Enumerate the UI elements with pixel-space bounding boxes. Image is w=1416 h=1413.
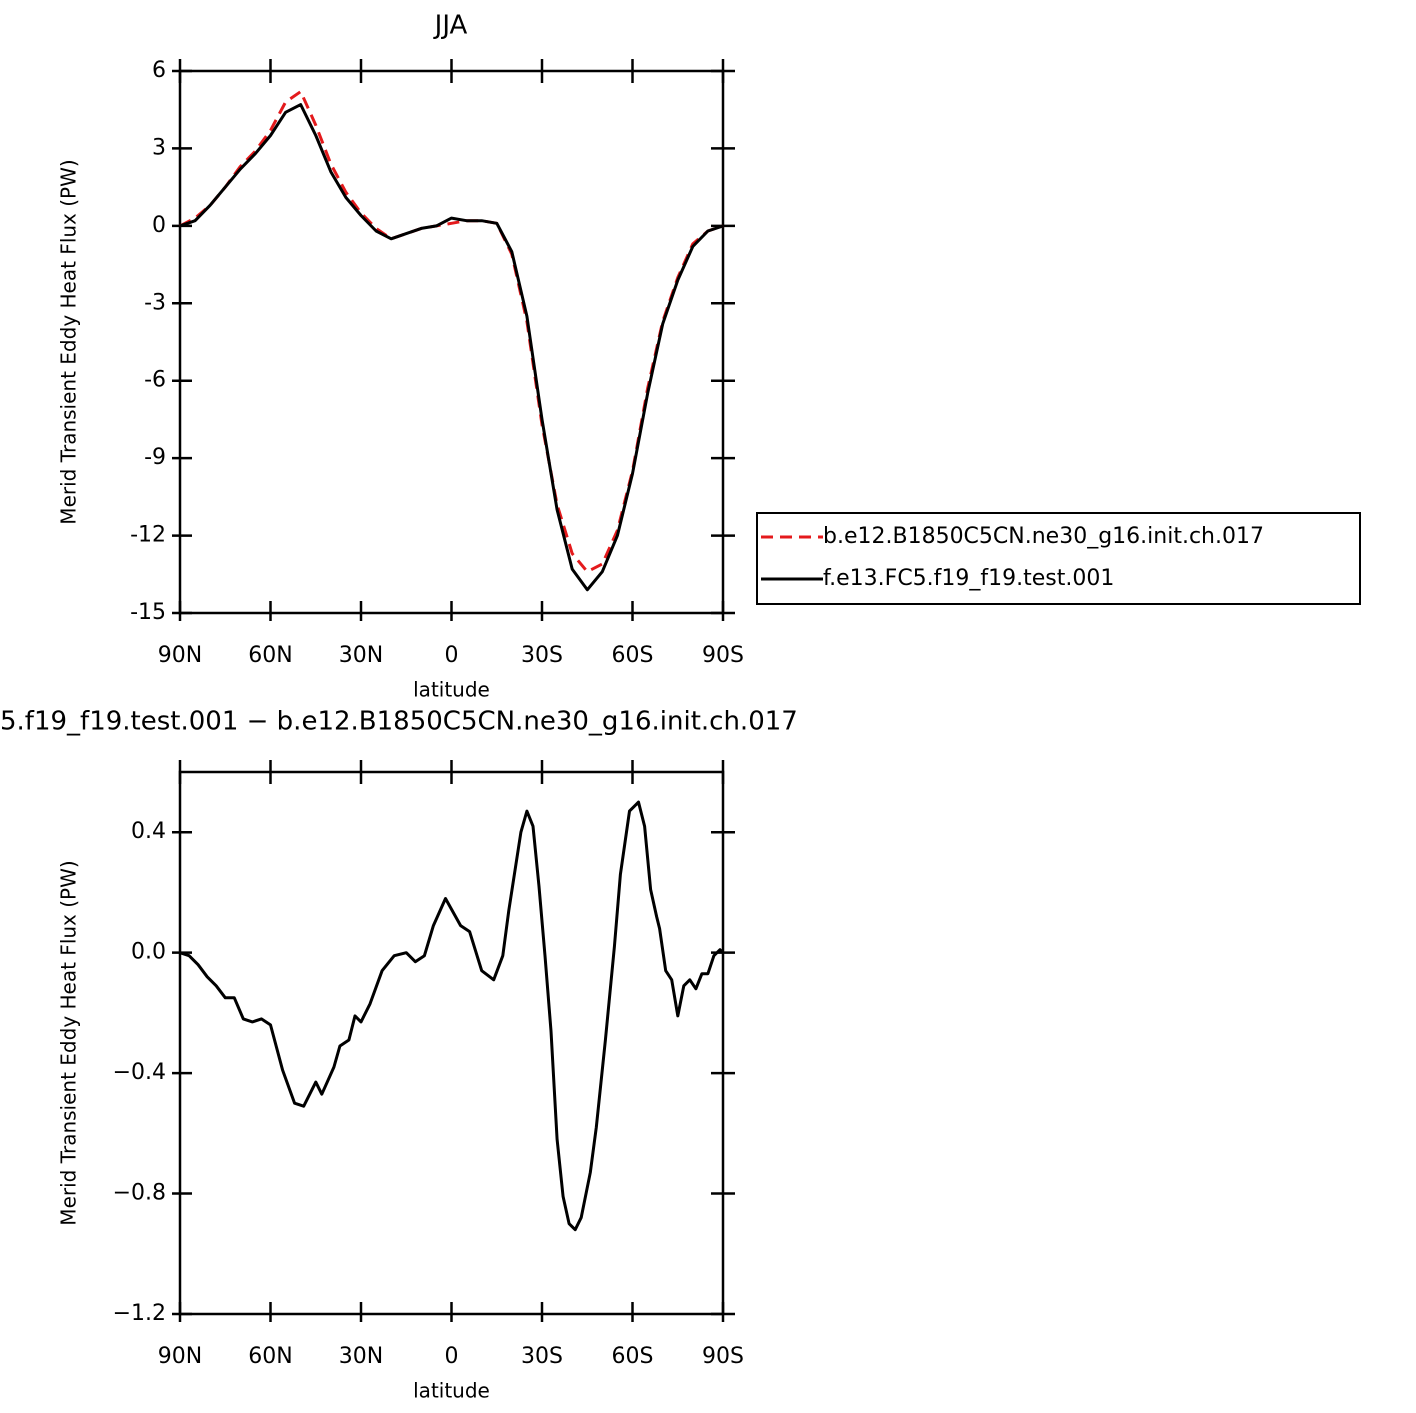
y-tick-label: 0.0 (131, 940, 166, 965)
legend-label: b.e12.B1850C5CN.ne30_g16.init.ch.017 (823, 524, 1264, 549)
y-tick-label: -6 (144, 368, 166, 393)
x-tick-label: 60N (248, 643, 292, 668)
series-line (179, 90, 724, 574)
legend-box (756, 512, 1361, 605)
plot-frame (178, 770, 725, 1316)
y-tick-label: −0.4 (113, 1060, 166, 1085)
y-tick-label: −0.8 (113, 1181, 166, 1206)
x-tick-label: 0 (445, 1344, 459, 1369)
series-line (179, 103, 724, 592)
y-axis-label: Merid Transient Eddy Heat Flux (PW) (57, 860, 81, 1225)
x-tick-label: 60S (612, 1344, 654, 1369)
series-line (179, 800, 725, 1232)
x-axis-label: latitude (413, 678, 490, 702)
y-tick-label: -9 (144, 445, 166, 470)
x-tick-label: 60S (612, 643, 654, 668)
y-tick-label: 3 (152, 135, 166, 160)
x-tick-label: 90N (158, 643, 202, 668)
y-tick-label: 6 (152, 58, 166, 83)
x-tick-label: 90N (158, 1344, 202, 1369)
chart-title: 5.f19_f19.test.001 − b.e12.B1850C5CN.ne3… (0, 707, 798, 737)
y-tick-label: 0 (152, 213, 166, 238)
y-tick-label: -3 (144, 290, 166, 315)
x-tick-label: 60N (248, 1344, 292, 1369)
x-tick-label: 30N (339, 1344, 383, 1369)
x-axis-label: latitude (413, 1379, 490, 1403)
x-tick-label: 90S (702, 643, 744, 668)
legend-label: f.e13.FC5.f19_f19.test.001 (823, 566, 1114, 591)
x-tick-label: 90S (702, 1344, 744, 1369)
chart-title: JJA (433, 11, 468, 41)
y-tick-label: −1.2 (113, 1301, 166, 1326)
plot-frame (178, 69, 725, 615)
x-tick-label: 30S (521, 643, 563, 668)
x-tick-label: 30S (521, 1344, 563, 1369)
y-tick-label: 0.4 (131, 819, 166, 844)
y-axis-label: Merid Transient Eddy Heat Flux (PW) (57, 159, 81, 524)
x-tick-label: 30N (339, 643, 383, 668)
y-tick-label: -12 (130, 523, 166, 548)
x-tick-label: 0 (445, 643, 459, 668)
y-tick-label: -15 (130, 600, 166, 625)
